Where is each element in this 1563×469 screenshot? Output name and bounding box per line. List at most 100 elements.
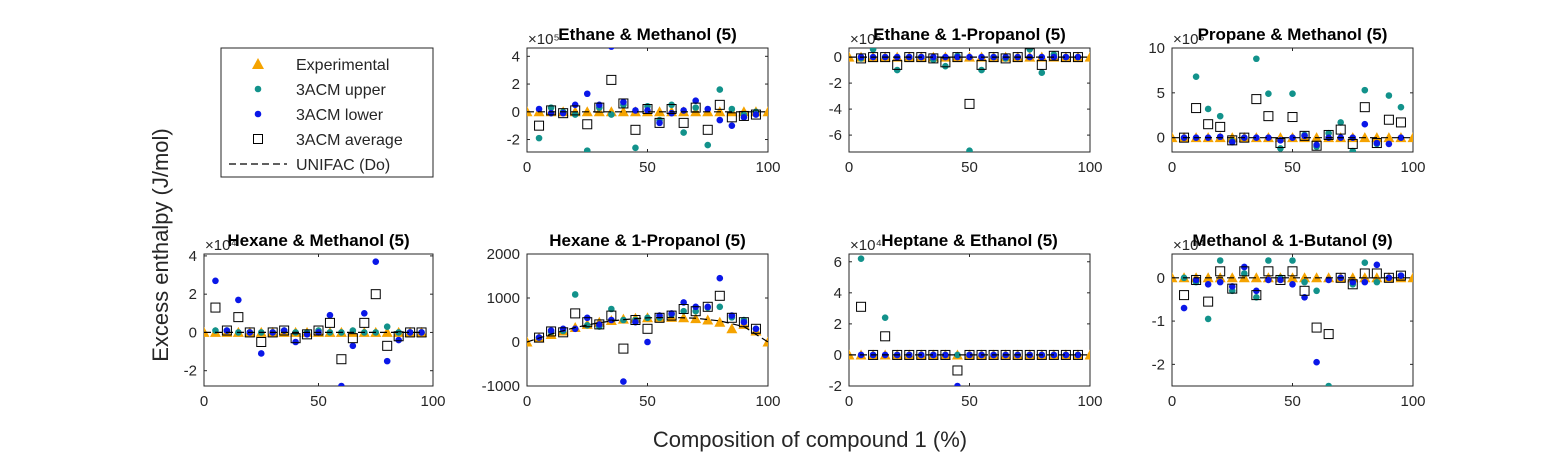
3acm-lower-point	[1074, 351, 1082, 359]
3acm-upper-point	[704, 141, 712, 149]
3acm-average-point	[1227, 135, 1238, 146]
3acm-average-point	[642, 323, 653, 334]
x-tick-label: 100	[1077, 393, 1102, 410]
3acm-lower-point	[620, 98, 627, 106]
3acm-average-point	[976, 59, 987, 70]
y-tick-label: 0	[512, 104, 520, 121]
3acm-upper-point	[1038, 69, 1046, 76]
3acm-lower-point	[1216, 278, 1224, 286]
y-tick-label: -1000	[482, 378, 520, 395]
3acm-average-point	[1263, 266, 1274, 277]
x-tick-label: 50	[639, 159, 656, 176]
legend-triangle-marker	[252, 58, 264, 69]
3acm-lower-point	[954, 382, 961, 386]
3acm-average-point	[534, 120, 545, 131]
3acm-upper-point	[608, 111, 615, 118]
3acm-lower-point	[930, 53, 937, 61]
3acm-average-point	[1048, 50, 1059, 61]
3acm-average-point	[678, 304, 689, 314]
3acm-average-point	[534, 332, 545, 343]
3acm-lower-point	[620, 378, 627, 385]
3acm-average-point	[221, 325, 232, 336]
3acm-average-point	[1287, 112, 1298, 123]
3acm-upper-point	[869, 48, 877, 53]
experimental-point	[381, 326, 393, 337]
axes-box	[526, 47, 769, 153]
y-tick-label: 4	[512, 48, 520, 65]
unifac-line	[527, 316, 768, 343]
3acm-lower-point	[716, 274, 724, 282]
3acm-average-point	[1311, 140, 1322, 151]
subplot-title: Ethane & Methanol (5)	[558, 25, 737, 44]
3acm-lower-point	[361, 310, 368, 317]
3acm-lower-point	[1253, 134, 1260, 141]
3acm-lower-point	[383, 357, 391, 365]
3acm-average-point	[714, 290, 725, 301]
y-tick-label: -4	[829, 101, 842, 118]
3acm-average-point	[1395, 117, 1406, 128]
x-tick-label: 0	[523, 159, 531, 176]
3acm-lower-point	[1385, 274, 1393, 282]
3acm-average-point	[570, 105, 581, 116]
3acm-upper-point	[1265, 257, 1272, 264]
axes-box	[848, 47, 1091, 153]
3acm-lower-point	[1373, 139, 1381, 147]
3acm-average-point	[606, 310, 617, 321]
3acm-average-point	[1335, 124, 1346, 135]
3acm-average-point	[1191, 103, 1202, 114]
3acm-upper-point	[1289, 90, 1296, 98]
3acm-average-point	[1000, 349, 1011, 360]
3acm-lower-point	[656, 119, 663, 127]
3acm-lower-point	[235, 296, 242, 304]
3acm-average-point	[290, 333, 301, 344]
legend-square-marker	[253, 134, 263, 144]
y-tick-label: 2	[189, 286, 197, 303]
3acm-lower-point	[930, 351, 937, 359]
3acm-lower-point	[668, 310, 675, 317]
3acm-average-point	[1275, 274, 1286, 285]
3acm-average-point	[1395, 270, 1406, 281]
3acm-average-point	[750, 109, 761, 120]
3acm-lower-point	[728, 122, 736, 129]
3acm-average-point	[690, 306, 701, 317]
3acm-lower-point	[212, 277, 219, 285]
3acm-lower-point	[1397, 272, 1405, 279]
x-tick-label: 50	[310, 393, 327, 410]
axis-multiplier: ×10⁵	[528, 31, 560, 48]
subplot-title: Propane & Methanol (5)	[1198, 25, 1388, 44]
3acm-average-point	[1203, 296, 1214, 307]
3acm-lower-point	[1228, 138, 1236, 146]
3acm-average-point	[324, 317, 335, 328]
3acm-average-point	[880, 331, 891, 342]
3acm-average-point	[1251, 94, 1262, 105]
3acm-lower-point	[1361, 120, 1369, 128]
3acm-average-point	[1323, 329, 1334, 340]
3acm-upper-point	[680, 307, 687, 315]
3acm-average-point	[618, 343, 629, 354]
3acm-upper-point	[1277, 145, 1284, 152]
experimental-point	[1407, 132, 1413, 143]
3acm-average-point	[382, 340, 393, 351]
y-tick-label: 4	[834, 285, 842, 302]
axis-multiplier: ×10⁵	[1173, 31, 1205, 48]
3acm-average-point	[1299, 130, 1310, 141]
3acm-average-point	[370, 289, 381, 300]
3acm-lower-point	[704, 303, 712, 311]
3acm-lower-point	[1385, 140, 1393, 148]
3acm-average-point	[952, 365, 963, 376]
3acm-upper-point	[728, 105, 736, 113]
3acm-average-point	[726, 112, 737, 123]
3acm-upper-point	[893, 66, 901, 74]
y-tick-label: -6	[829, 127, 842, 144]
3acm-upper-point	[1216, 257, 1224, 264]
axis-multiplier: ×10⁴	[205, 237, 237, 254]
3acm-lower-point	[596, 101, 603, 109]
3acm-lower-point	[692, 97, 699, 104]
3acm-lower-point	[338, 382, 345, 386]
3acm-average-point	[1012, 349, 1023, 360]
3acm-upper-point	[1204, 105, 1212, 113]
experimental-point	[1084, 51, 1090, 62]
experimental-point	[1383, 132, 1395, 143]
3acm-upper-point	[978, 66, 985, 74]
